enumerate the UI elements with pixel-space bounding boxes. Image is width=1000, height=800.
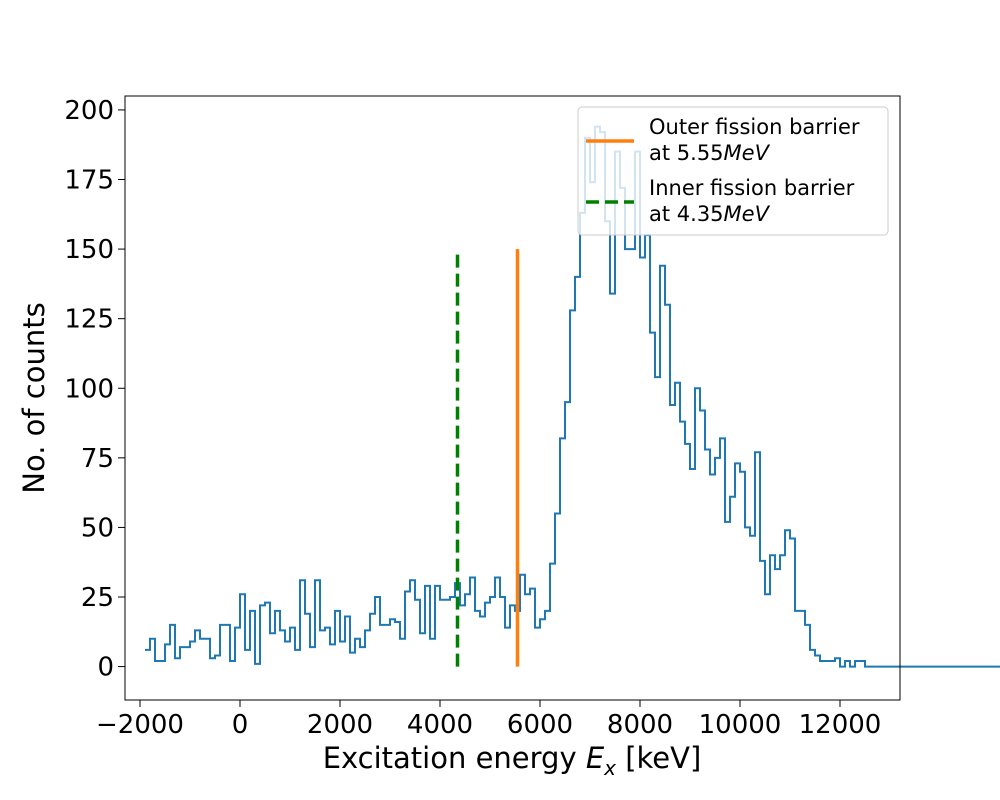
legend-box <box>577 106 889 236</box>
y-tick-label: 150 <box>64 235 114 265</box>
y-tick-label: 75 <box>81 444 114 474</box>
histogram-steps <box>145 125 1000 668</box>
legend-inner-barrier-label: Inner fission barrier at 4.35MeV <box>649 176 861 226</box>
y-tick-label: 0 <box>97 653 114 683</box>
x-tick-label: 12000 <box>799 710 882 740</box>
y-tick-label: 50 <box>81 513 114 543</box>
x-tick-label: 0 <box>232 710 249 740</box>
y-axis: 0 25 50 75 100 125 150 175 200 <box>64 96 125 683</box>
y-tick-label: 200 <box>64 96 114 126</box>
x-tick-label: 8000 <box>607 710 673 740</box>
y-tick-label: 125 <box>64 305 114 335</box>
x-axis: −2000 0 2000 4000 6000 8000 10000 12000 <box>96 700 881 740</box>
x-tick-label: 4000 <box>407 710 473 740</box>
y-tick-label: 100 <box>64 374 114 404</box>
legend: Outer fission barrier at 5.55MeV Inner f… <box>577 106 889 236</box>
x-tick-label: −2000 <box>96 710 184 740</box>
x-tick-label: 6000 <box>507 710 573 740</box>
plot-area <box>145 125 1000 668</box>
x-axis-title: Excitation energy Ex [keV] <box>323 741 702 780</box>
legend-outer-barrier-label: Outer fission barrier at 5.55MeV <box>649 115 866 165</box>
x-tick-label: 2000 <box>307 710 373 740</box>
x-tick-label: 10000 <box>699 710 782 740</box>
y-tick-label: 175 <box>64 166 114 196</box>
y-axis-title: No. of counts <box>17 302 51 493</box>
axes-frame <box>124 95 901 701</box>
y-tick-label: 25 <box>81 583 114 613</box>
